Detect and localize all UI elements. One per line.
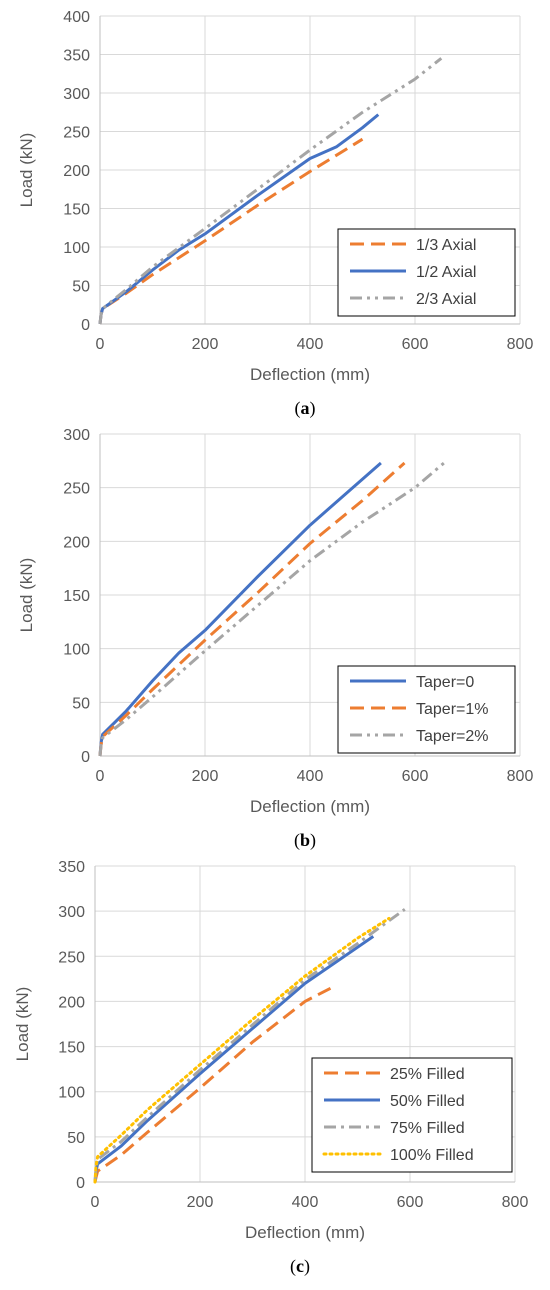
x-axis-title: Deflection (mm) [250, 365, 370, 384]
y-tick-label: 100 [58, 1085, 85, 1102]
y-tick-label: 350 [58, 859, 85, 876]
legend-label-3: 75% Filled [390, 1120, 465, 1137]
series-line-4 [93, 916, 391, 1184]
y-tick-label: 150 [63, 588, 90, 605]
y-tick-label: 0 [76, 1175, 85, 1192]
x-tick-label: 800 [507, 768, 534, 785]
y-axis-title: Load (kN) [17, 133, 36, 208]
series-line-1 [98, 137, 364, 325]
y-tick-label: 300 [58, 904, 85, 921]
series-line-2 [98, 113, 380, 325]
y-tick-label: 200 [58, 994, 85, 1011]
y-tick-label: 200 [63, 534, 90, 551]
series-line-2 [98, 461, 406, 757]
legend-label-2: 50% Filled [390, 1093, 465, 1110]
legend-box [311, 1057, 513, 1173]
x-tick-label: 800 [507, 336, 534, 353]
legend-label-4: 100% Filled [390, 1147, 474, 1164]
x-tick-label: 400 [297, 768, 324, 785]
figure-caption: (c) [290, 1256, 310, 1277]
x-tick-label: 600 [397, 1194, 424, 1211]
chart-a: 0 50 100 150 200 250 300 350 400 0 200 400 600 800 Def… [17, 9, 533, 419]
legend-label-1: Taper=0 [416, 674, 474, 691]
y-tick-label: 150 [58, 1040, 85, 1057]
figure-caption: (b) [294, 830, 316, 851]
x-tick-label: 0 [96, 336, 105, 353]
caption-letter: b [300, 830, 310, 850]
y-tick-label: 250 [58, 949, 85, 966]
caption-paren-open: ( [294, 830, 300, 851]
legend-label-3: Taper=2% [416, 728, 489, 745]
x-tick-label: 200 [187, 1194, 214, 1211]
caption-paren-close: ) [304, 1256, 310, 1277]
y-tick-label: 250 [63, 481, 90, 498]
y-tick-label: 0 [81, 317, 90, 334]
y-tick-label: 100 [63, 240, 90, 257]
caption-letter: c [296, 1256, 304, 1276]
caption-paren-close: ) [310, 398, 316, 419]
y-tick-label: 150 [63, 202, 90, 219]
chart-c: 0 50 100 150 200 250 300 350 0 200 400 600 800 Deflec… [13, 859, 528, 1277]
x-axis-title: Deflection (mm) [250, 797, 370, 816]
legend-label-1: 1/3 Axial [416, 237, 476, 254]
x-tick-label: 400 [292, 1194, 319, 1211]
caption-letter: a [301, 398, 310, 418]
x-tick-label: 0 [91, 1194, 100, 1211]
y-tick-label: 0 [81, 749, 90, 766]
y-tick-label: 250 [63, 125, 90, 142]
x-tick-label: 600 [402, 768, 429, 785]
y-tick-label: 350 [63, 48, 90, 65]
x-tick-label: 400 [297, 336, 324, 353]
y-tick-label: 300 [63, 427, 90, 444]
y-tick-label: 300 [63, 86, 90, 103]
series-line-1 [93, 983, 338, 1183]
figure-caption: (a) [295, 398, 316, 419]
y-axis-title: Load (kN) [17, 558, 36, 633]
caption-paren-open: ( [295, 398, 301, 419]
x-tick-label: 0 [96, 768, 105, 785]
legend-label-2: 1/2 Axial [416, 264, 476, 281]
x-tick-label: 200 [192, 336, 219, 353]
legend-label-2: Taper=1% [416, 701, 489, 718]
x-tick-label: 200 [192, 768, 219, 785]
y-tick-label: 50 [67, 1130, 85, 1147]
y-tick-label: 200 [63, 163, 90, 180]
x-tick-label: 600 [402, 336, 429, 353]
y-tick-label: 50 [72, 279, 90, 296]
y-tick-label: 50 [72, 695, 90, 712]
x-axis-title: Deflection (mm) [245, 1223, 365, 1242]
y-tick-label: 400 [63, 9, 90, 26]
y-axis-title: Load (kN) [13, 987, 32, 1062]
y-tick-label: 100 [63, 642, 90, 659]
x-tick-label: 800 [502, 1194, 529, 1211]
chart-b: 0 50 100 150 200 250 300 0 200 400 600 800 Deflectio… [17, 427, 533, 851]
legend-label-1: 25% Filled [390, 1066, 465, 1083]
legend-label-3: 2/3 Axial [416, 291, 476, 308]
caption-paren-close: ) [310, 830, 316, 851]
caption-paren-open: ( [290, 1256, 296, 1277]
